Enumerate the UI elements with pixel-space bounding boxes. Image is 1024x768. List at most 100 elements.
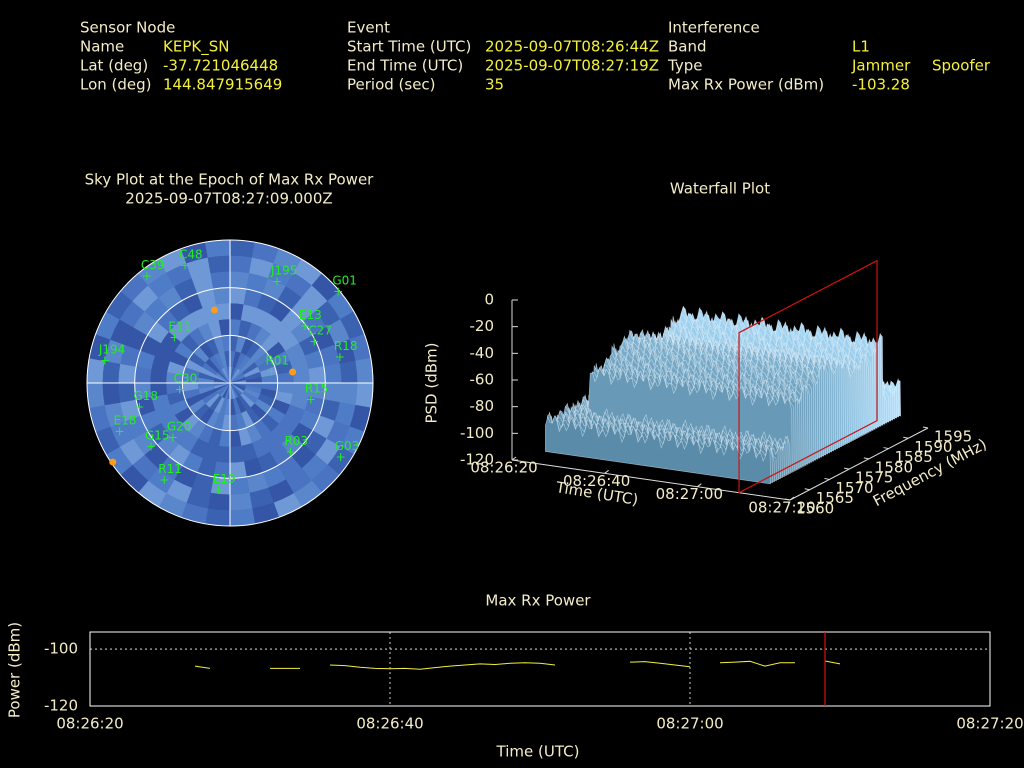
- sky-tile: [323, 363, 342, 384]
- satellite-marker: +: [285, 445, 295, 459]
- satellite-marker: +: [306, 393, 316, 407]
- sky-tile: [86, 382, 106, 409]
- y-tick-label: 1590: [914, 438, 952, 456]
- y-tick: [804, 488, 810, 491]
- satellite-marker: +: [142, 269, 152, 283]
- y-tick: [863, 457, 869, 460]
- field-value: 35: [485, 76, 504, 94]
- y-tick-label: -120: [44, 697, 78, 715]
- z-tick-label: 0: [484, 291, 494, 309]
- field-label: End Time (UTC): [347, 57, 463, 75]
- satellite-marker: +: [100, 353, 110, 367]
- satellite-label: J194: [98, 342, 125, 356]
- x-tick-label: 08:26:20: [56, 715, 123, 733]
- x-tick-label: 08:26:40: [563, 472, 630, 490]
- sky-tile: [213, 287, 231, 306]
- y-tick-label: 1560: [796, 500, 834, 518]
- field-value: Jammer: [851, 57, 911, 75]
- y-tick: [922, 426, 929, 429]
- sky-tile: [207, 255, 231, 274]
- y-tick-label: 1565: [816, 489, 854, 507]
- section-title: Interference: [668, 19, 760, 37]
- field-value: -37.721046448: [163, 57, 278, 75]
- surface-strip: [545, 414, 771, 485]
- field-label: Lat (deg): [80, 57, 148, 75]
- satellite-label: R03: [284, 434, 308, 448]
- sky-tile: [354, 357, 374, 384]
- sky-tile: [339, 360, 358, 384]
- chart-title: Waterfall Plot: [670, 180, 770, 198]
- satellite-label: J195: [270, 264, 297, 278]
- field-label: Period (sec): [347, 76, 436, 94]
- sky-tile: [354, 382, 374, 409]
- sky-tile: [215, 303, 231, 321]
- satellite-label: C48: [179, 247, 203, 261]
- field-value: 144.847915649: [163, 76, 282, 94]
- z-axis-label: PSD (dBm): [423, 342, 441, 423]
- field-label: Lon (deg): [80, 76, 152, 94]
- satellite-marker: +: [214, 483, 224, 497]
- y-tick-label: 1580: [875, 458, 913, 476]
- satellite-label: R11: [158, 462, 182, 476]
- section-title: Event: [347, 19, 390, 37]
- field-label: Name: [80, 38, 124, 56]
- y-tick: [883, 447, 889, 450]
- sky-tile: [229, 507, 256, 527]
- field-value: 2025-09-07T08:27:19Z: [485, 57, 659, 75]
- field-label: Type: [667, 57, 702, 75]
- satellite-marker: +: [180, 258, 190, 272]
- satellite-marker: +: [169, 331, 179, 345]
- x-tick: [511, 456, 517, 461]
- x-tick: [697, 483, 702, 488]
- satellite-label: G01: [332, 274, 357, 288]
- sky-tile: [229, 255, 253, 274]
- y-axis-label: Power (dBm): [6, 622, 24, 718]
- y-tick-label: 1570: [835, 479, 873, 497]
- satellite-marker: +: [168, 431, 178, 445]
- field-value: KEPK_SN: [163, 38, 229, 57]
- satellite-label: G15: [145, 428, 170, 442]
- x-tick: [789, 496, 795, 501]
- satellite-marker: +: [134, 400, 144, 414]
- chart-title: Max Rx Power: [485, 592, 591, 610]
- satellite-marker: +: [146, 439, 156, 453]
- x-tick-label: 08:26:40: [356, 715, 423, 733]
- y-tick-label: 1575: [855, 469, 893, 487]
- satellite-label: G03: [335, 439, 360, 453]
- y-tick: [784, 498, 791, 501]
- source-marker: [109, 458, 117, 466]
- satellite-label: E13: [299, 308, 322, 322]
- satellite-label: C30: [174, 372, 198, 386]
- x-tick: [604, 469, 609, 474]
- sky-tile: [204, 507, 231, 527]
- satellite-label: G20: [167, 420, 192, 434]
- field-value: Spoofer: [932, 57, 991, 75]
- z-tick-label: -120: [460, 451, 494, 469]
- satellite-label: C27: [308, 323, 332, 337]
- y-tick: [903, 436, 909, 439]
- sky-tile: [339, 382, 358, 406]
- x-tick-label: 08:26:20: [470, 459, 537, 477]
- z-tick-label: -60: [470, 371, 495, 389]
- satellite-marker: +: [336, 450, 346, 464]
- field-value: L1: [852, 38, 870, 56]
- sky-tile: [229, 271, 250, 290]
- waterfall-plot: Waterfall Plot -120 -100 -80 -60 -40 -20 0 08:26…: [423, 180, 990, 518]
- x-axis-label: Time (UTC): [496, 743, 580, 761]
- satellite-marker: +: [333, 285, 343, 299]
- satellite-marker: +: [335, 350, 345, 364]
- source-marker: [289, 368, 297, 376]
- sky-plot: Sky Plot at the Epoch of Max Rx Power202…: [85, 171, 374, 527]
- field-value: 2025-09-07T08:26:44Z: [485, 38, 659, 56]
- x-tick-label: 08:27:00: [656, 485, 723, 503]
- satellite-marker: +: [115, 425, 125, 439]
- axis-frequency: [789, 427, 929, 501]
- epoch-plane: [738, 259, 878, 494]
- sky-tile: [229, 239, 256, 259]
- field-label: Max Rx Power (dBm): [668, 76, 824, 94]
- satellite-label: R01: [265, 353, 289, 367]
- x-tick-label: 08:27:20: [748, 499, 815, 517]
